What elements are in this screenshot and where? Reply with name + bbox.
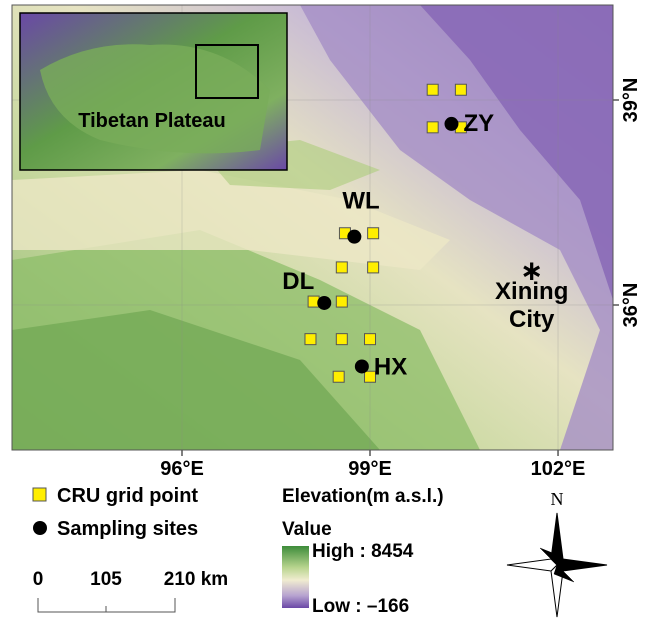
sampling-site [444,117,458,131]
legend: CRU grid point Sampling sites Elevation(… [33,485,444,617]
cru-grid-point [365,334,376,345]
cru-grid-point [427,84,438,95]
sampling-site [347,230,361,244]
cru-grid-point [455,84,466,95]
cru-grid-point [368,262,379,273]
x-tick-label: 99°E [348,458,392,480]
site-label: ZY [463,110,494,137]
legend-site-label: Sampling sites [57,518,198,540]
legend-cru-label: CRU grid point [57,485,198,507]
north-label: N [551,489,564,509]
elevation-high: High : 8454 [312,541,414,562]
cru-grid-point [336,262,347,273]
cru-grid-point [336,296,347,307]
scale-bar: 0 105 210 km [33,569,229,612]
sampling-site [317,296,331,310]
legend-site-symbol [33,521,47,535]
x-tick-label: 96°E [160,458,204,480]
city-label: Xining [495,278,568,305]
scale-label: 210 km [164,569,228,590]
y-tick-label: 36°N [620,283,642,328]
scale-label: 0 [33,569,44,590]
cru-grid-point [427,122,438,133]
elevation-title: Elevation(m a.s.l.) [282,486,444,507]
site-label: DL [282,268,314,295]
cru-grid-point [336,334,347,345]
y-tick-label: 39°N [620,78,642,123]
city-label: City [509,306,555,333]
cru-grid-point [305,334,316,345]
north-arrow: N [507,489,607,617]
legend-cru-symbol [33,488,46,501]
elevation-ramp [282,546,309,608]
map-figure: Tibetan Plateau ZYWLDLHX∗XiningCity CRU … [0,0,651,619]
value-title: Value [282,519,332,540]
sampling-site [355,359,369,373]
x-tick-label: 102°E [531,458,586,480]
cru-grid-point [333,371,344,382]
site-label: WL [342,188,379,215]
elevation-low: Low : –166 [312,596,409,617]
cru-grid-point [368,228,379,239]
scale-line [38,598,175,612]
inset-label: Tibetan Plateau [78,110,225,132]
site-label: HX [374,353,407,380]
inset-map: Tibetan Plateau [20,13,287,170]
scale-label: 105 [90,569,122,590]
